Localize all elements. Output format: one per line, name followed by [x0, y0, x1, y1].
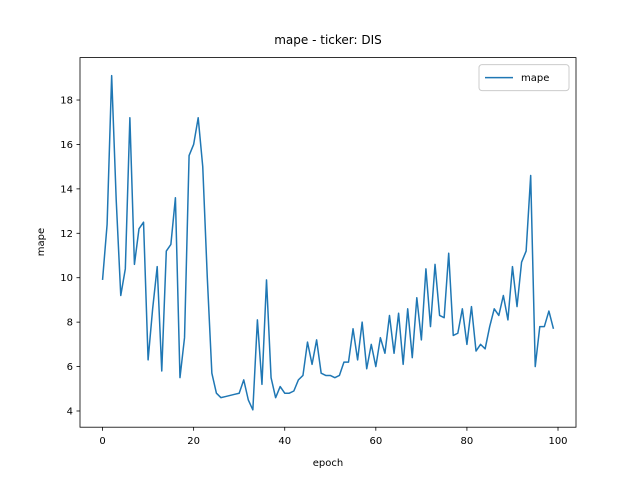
- y-tick-label: 18: [60, 96, 73, 107]
- y-tick-label: 4: [67, 406, 73, 417]
- legend-label: mape: [521, 73, 549, 84]
- x-tick-label: 20: [187, 436, 200, 447]
- plot-frame: [79, 57, 577, 428]
- x-tick-label: 100: [548, 436, 567, 447]
- y-tick-label: 8: [67, 318, 73, 329]
- x-tick-label: 60: [369, 436, 382, 447]
- y-tick-label: 6: [67, 362, 73, 373]
- y-tick-label: 10: [60, 273, 73, 284]
- y-axis-label: mape: [36, 228, 47, 256]
- x-tick-label: 0: [99, 436, 105, 447]
- y-tick-label: 12: [60, 229, 73, 240]
- x-tick-label: 40: [278, 436, 291, 447]
- x-tick-label: 80: [461, 436, 474, 447]
- y-tick-label: 16: [60, 140, 73, 151]
- y-tick-label: 14: [60, 184, 73, 195]
- x-axis-label: epoch: [313, 458, 343, 469]
- legend-box: [478, 64, 570, 92]
- data-line: [101, 74, 555, 411]
- chart-title: mape - ticker: DIS: [274, 33, 382, 47]
